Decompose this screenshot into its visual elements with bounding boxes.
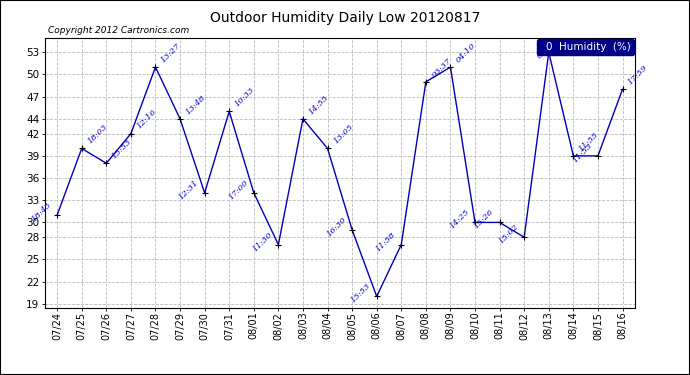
Text: 11:30: 11:30 (251, 230, 274, 253)
Text: 17:00: 17:00 (227, 178, 250, 201)
Text: 15:26: 15:26 (473, 208, 495, 231)
Legend: 0  Humidity  (%): 0 Humidity (%) (537, 39, 633, 55)
Text: 13:48: 13:48 (184, 93, 207, 116)
Text: 18:03: 18:03 (86, 123, 109, 146)
Text: 10:33: 10:33 (233, 86, 256, 109)
Text: 13:27: 13:27 (159, 41, 183, 64)
Text: 04:10: 04:10 (455, 41, 477, 64)
Text: 13:05: 13:05 (332, 123, 355, 146)
Text: 17:59: 17:59 (627, 64, 649, 87)
Text: 11:53: 11:53 (571, 141, 594, 164)
Text: 14:25: 14:25 (448, 208, 471, 231)
Text: 16:30: 16:30 (325, 215, 348, 238)
Text: 15:53: 15:53 (350, 282, 373, 305)
Text: 14:55: 14:55 (307, 93, 330, 116)
Text: Outdoor Humidity Daily Low 20120817: Outdoor Humidity Daily Low 20120817 (210, 11, 480, 25)
Text: 18:45: 18:45 (30, 201, 53, 223)
Text: 15:02: 15:02 (497, 223, 520, 246)
Text: 0: 0 (535, 51, 544, 61)
Text: 03:37: 03:37 (430, 56, 453, 79)
Text: 12:31: 12:31 (177, 178, 201, 201)
Text: 11:58: 11:58 (374, 230, 397, 253)
Text: 12:16: 12:16 (135, 108, 158, 131)
Text: 11:55: 11:55 (578, 130, 600, 153)
Text: Copyright 2012 Cartronics.com: Copyright 2012 Cartronics.com (48, 26, 189, 35)
Text: 15:53: 15:53 (110, 138, 133, 160)
